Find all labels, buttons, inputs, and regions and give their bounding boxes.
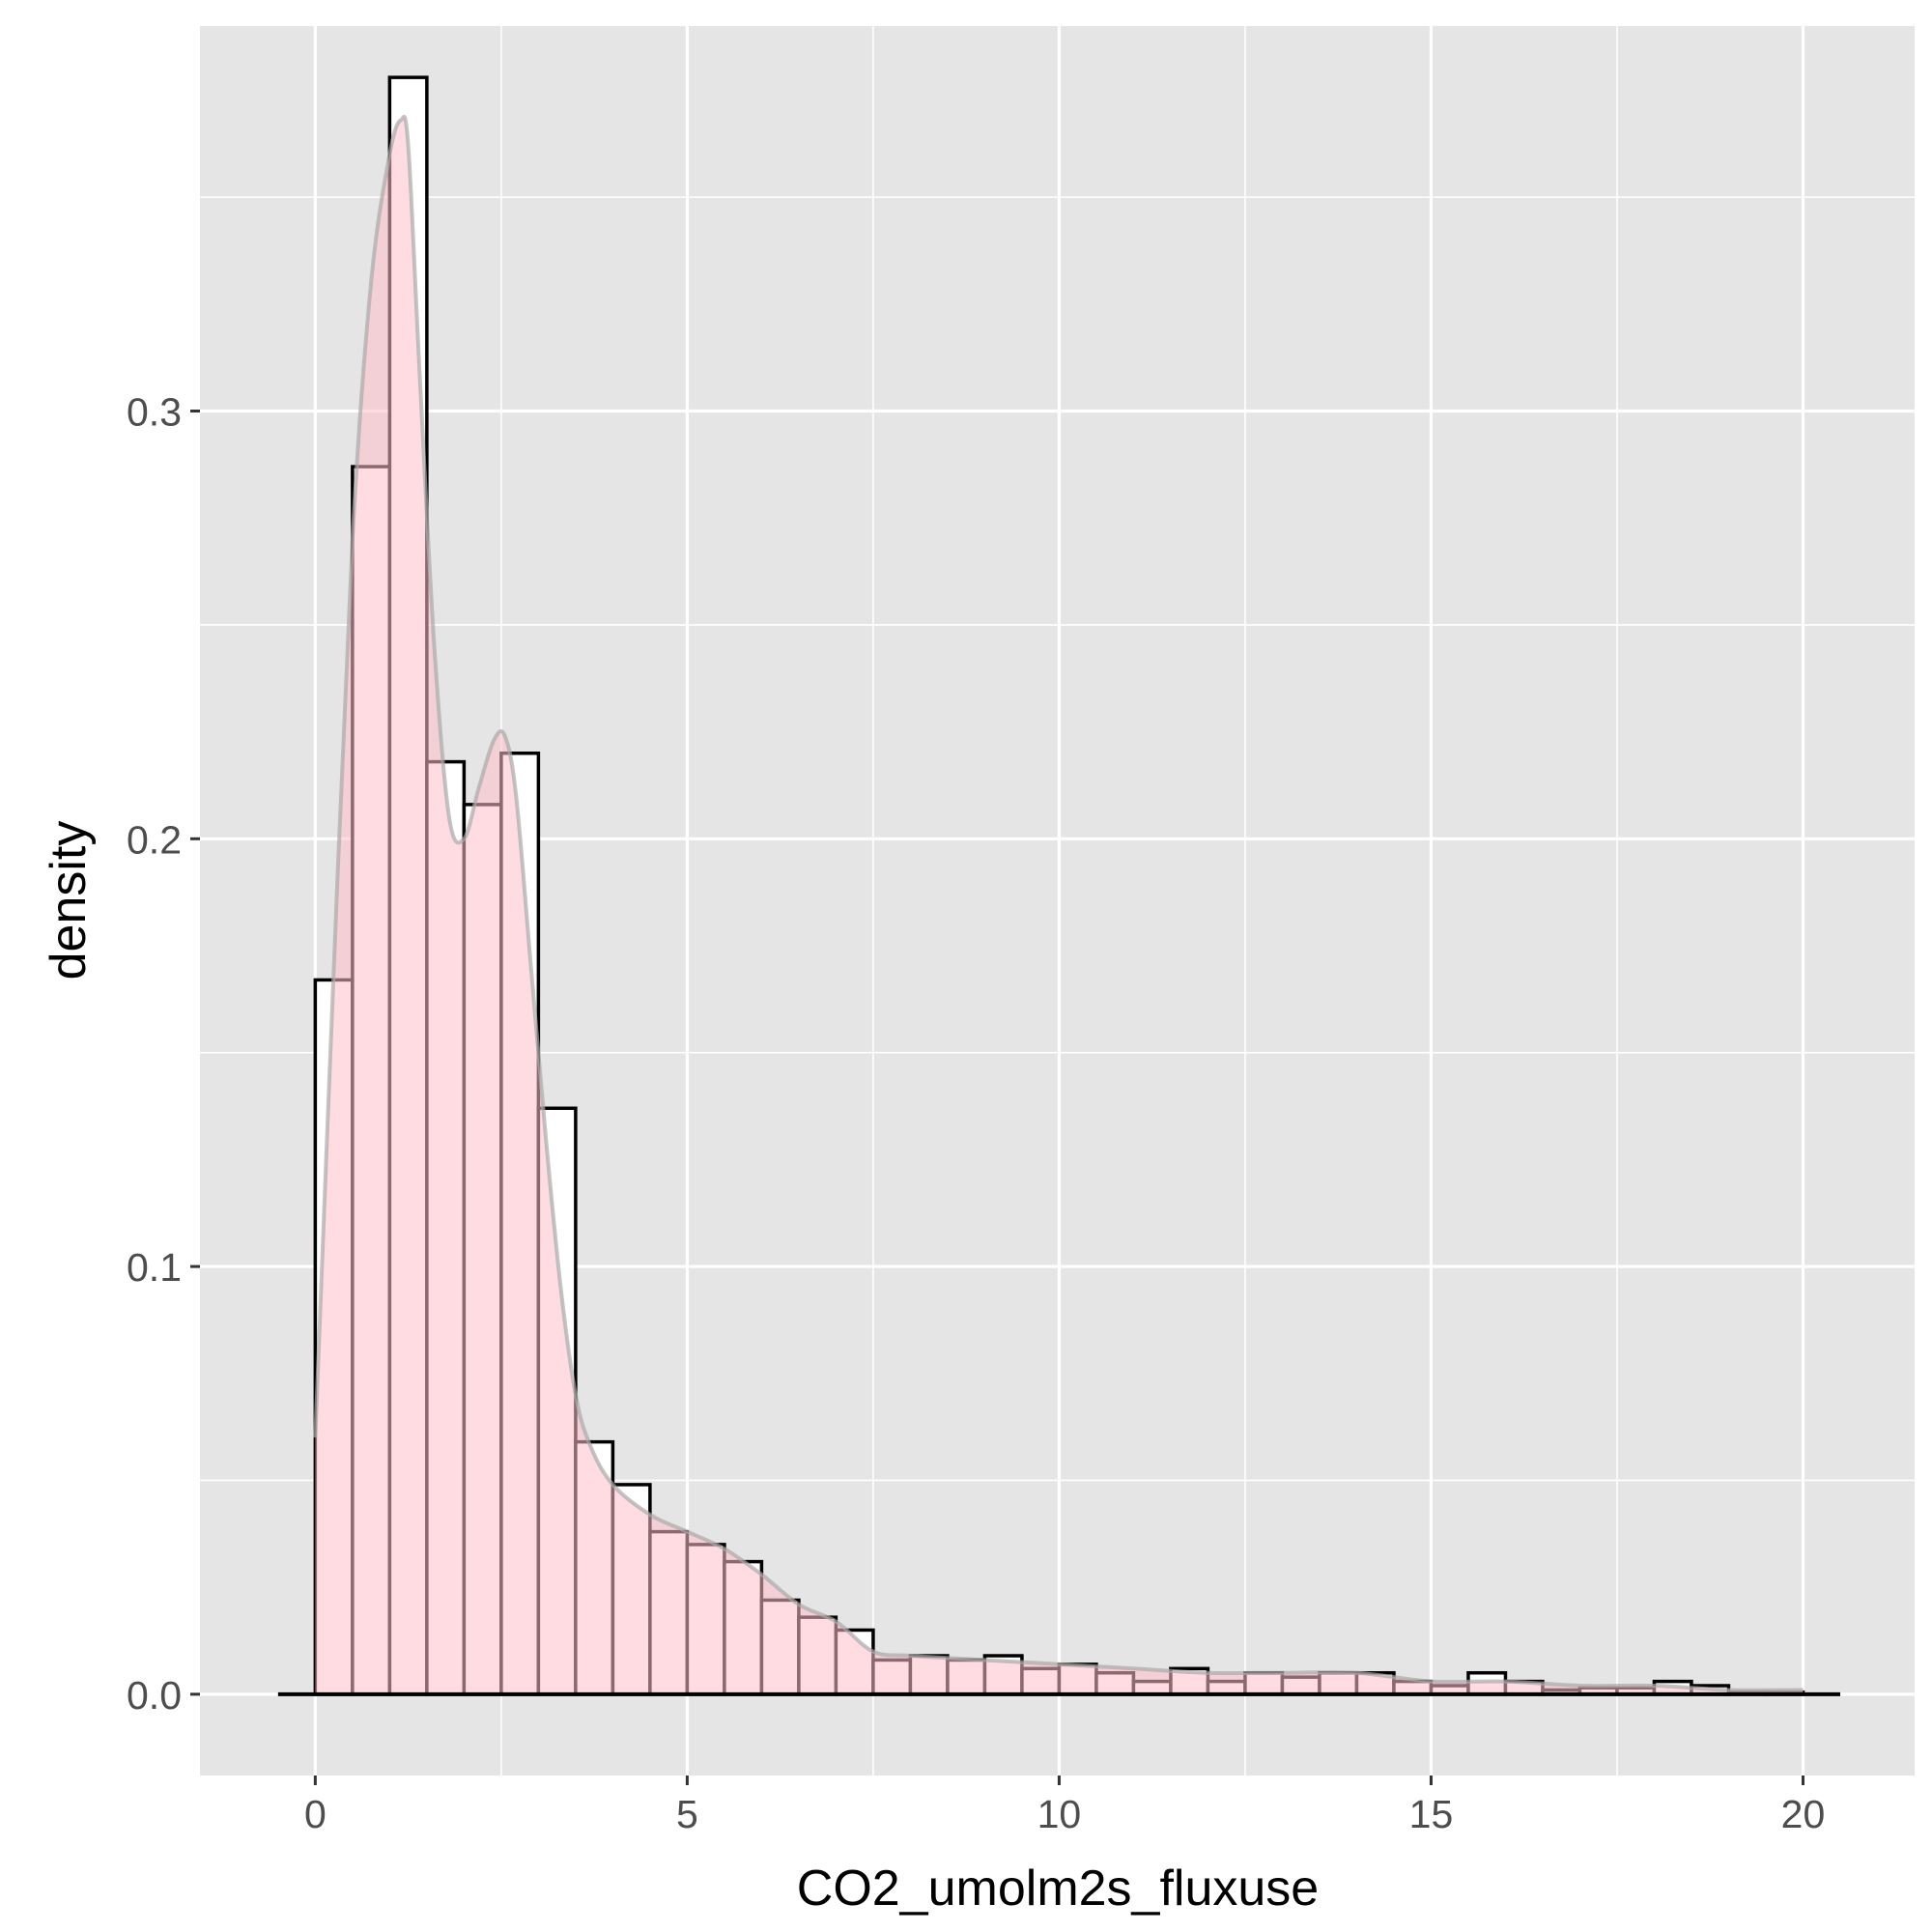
- y-axis: 0.0 0.1 0.2 0.3: [127, 390, 200, 1718]
- x-tick-label: 20: [1781, 1792, 1826, 1836]
- x-tick-label: 5: [676, 1792, 698, 1836]
- x-axis-title: CO2_umolm2s_fluxuse: [797, 1861, 1319, 1917]
- y-axis-title: density: [41, 821, 97, 980]
- x-tick-label: 10: [1037, 1792, 1082, 1836]
- y-tick-label: 0.1: [127, 1245, 182, 1290]
- x-tick-label: 15: [1409, 1792, 1454, 1836]
- y-tick-label: 0.2: [127, 817, 182, 862]
- density-line: [313, 114, 1804, 1692]
- y-tick-label: 0.3: [127, 390, 182, 435]
- minor-gridlines: [200, 26, 1915, 1776]
- y-tick-label: 0.0: [127, 1673, 182, 1718]
- x-tick-label: 0: [304, 1792, 327, 1836]
- density-area: [315, 116, 1804, 1694]
- x-axis: 0 5 10 15 20: [304, 1776, 1825, 1836]
- density-curve-layer: [313, 114, 1804, 1694]
